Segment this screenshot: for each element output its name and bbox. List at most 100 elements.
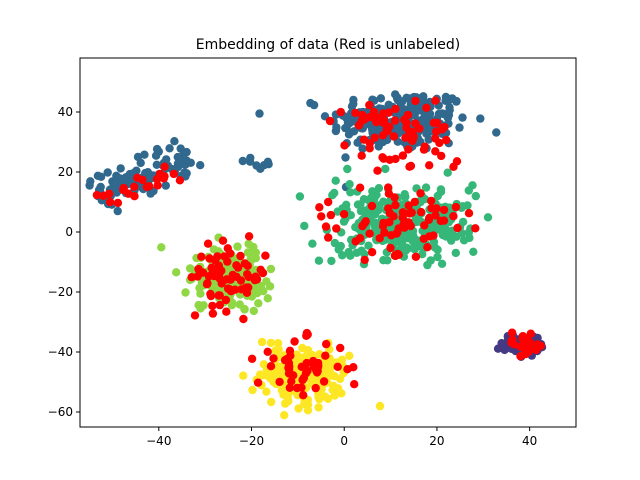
scatter-point-unlabeled [359,135,369,144]
scatter-point-class-2 [240,305,249,314]
scatter-point-class-3 [259,360,269,369]
scatter-point-class-0 [443,113,453,123]
scatter-point-class-3 [272,371,281,380]
scatter-point-class-2 [172,268,181,277]
scatter-point-unlabeled [367,248,377,257]
scatter-point-class-1 [346,188,355,197]
scatter-point-class-3 [267,397,276,407]
scatter-point-class-1 [374,184,384,193]
scatter-point-unlabeled [425,161,434,170]
scatter-point-class-1 [357,246,366,255]
scatter-point-class-0 [376,94,386,103]
scatter-point-unlabeled [297,383,306,392]
scatter-point-unlabeled [203,279,212,288]
scatter-point-unlabeled [431,96,440,105]
scatter-point-unlabeled [431,147,440,156]
scatter-point-unlabeled [449,212,458,221]
scatter-point-class-0 [196,161,205,170]
scatter-point-class-0 [452,97,461,106]
scatter-point-unlabeled [351,108,360,118]
scatter-point-unlabeled [133,173,142,182]
scatter-point-class-0 [458,113,467,122]
scatter-point-unlabeled [365,100,374,110]
scatter-point-unlabeled [419,145,429,154]
scatter-point-class-0 [116,164,125,173]
scatter-point-unlabeled [516,352,525,361]
scatter-point-unlabeled [113,198,123,208]
scatter-point-class-1 [437,259,447,268]
scatter-point-class-3 [330,391,339,400]
scatter-point-class-3 [337,355,347,364]
scatter-point-unlabeled [425,232,434,241]
scatter-point-unlabeled [322,339,331,349]
scatter-point-class-2 [265,282,275,291]
scatter-point-class-0 [86,177,95,186]
scatter-point-class-2 [266,264,276,274]
scatter-point-unlabeled [303,366,312,375]
x-tick-label: 0 [340,434,348,448]
y-tick-label: −40 [48,345,73,359]
scatter-point-unlabeled [203,239,213,248]
scatter-point-class-3 [239,371,248,380]
scatter-point-unlabeled [536,341,546,350]
scatter-point-unlabeled [124,189,133,198]
scatter-point-unlabeled [375,234,384,243]
scatter-point-unlabeled [394,224,403,233]
scatter-point-class-1 [314,256,324,265]
scatter-point-class-0 [112,180,122,189]
scatter-point-class-1 [328,191,337,200]
scatter-point-unlabeled [275,377,284,387]
scatter-point-class-0 [331,126,341,136]
scatter-point-class-3 [248,385,257,395]
scatter-point-class-3 [320,359,329,369]
scatter-point-class-0 [342,123,351,133]
scatter-point-unlabeled [175,176,185,185]
scatter-point-unlabeled [223,284,233,293]
scatter-point-class-0 [173,159,183,168]
scatter-point-class-1 [379,197,388,206]
scatter-point-unlabeled [263,347,272,356]
scatter-point-class-1 [465,233,474,243]
y-axis: −60 −40 −20 0 20 40 [48,105,80,419]
scatter-point-unlabeled [213,252,222,261]
scatter-point-unlabeled [266,362,276,371]
scatter-point-unlabeled [408,134,418,144]
scatter-point-unlabeled [424,215,434,224]
scatter-point-unlabeled [208,309,218,318]
scatter-point-unlabeled [404,145,413,154]
y-tick-label: −20 [48,285,73,299]
scatter-point-class-1 [356,206,366,216]
scatter-point-unlabeled [302,358,311,368]
scatter-points [85,90,547,420]
scatter-point-class-1 [448,230,458,239]
scatter-point-class-3 [271,346,280,355]
scatter-point-unlabeled [92,190,102,200]
scatter-point-class-1 [421,183,431,192]
scatter-point-unlabeled [340,141,349,150]
scatter-point-class-2 [196,304,205,313]
scatter-point-class-0 [476,114,485,123]
scatter-point-class-3 [323,366,333,375]
scatter-point-class-1 [403,244,413,253]
scatter-point-class-1 [458,217,468,227]
scatter-point-class-2 [263,294,272,303]
scatter-point-class-0 [180,168,189,177]
scatter-point-unlabeled [194,264,203,274]
scatter-point-class-0 [103,168,112,177]
scatter-point-unlabeled [350,380,359,389]
scatter-point-class-1 [364,241,373,250]
scatter-point-unlabeled [358,221,367,231]
scatter-point-unlabeled [319,377,329,386]
scatter-point-unlabeled [437,151,446,161]
scatter-point-unlabeled [169,169,178,179]
scatter-point-class-2 [249,242,258,252]
scatter-point-class-0 [154,147,163,156]
chart-title: Embedding of data (Red is unlabeled) [196,37,461,53]
scatter-point-class-0 [445,95,455,104]
scatter-point-unlabeled [416,189,425,198]
scatter-point-unlabeled [160,162,169,171]
scatter-point-unlabeled [258,268,268,278]
scatter-point-unlabeled [384,108,393,117]
scatter-point-class-3 [262,387,271,396]
scatter-point-class-2 [181,288,190,297]
